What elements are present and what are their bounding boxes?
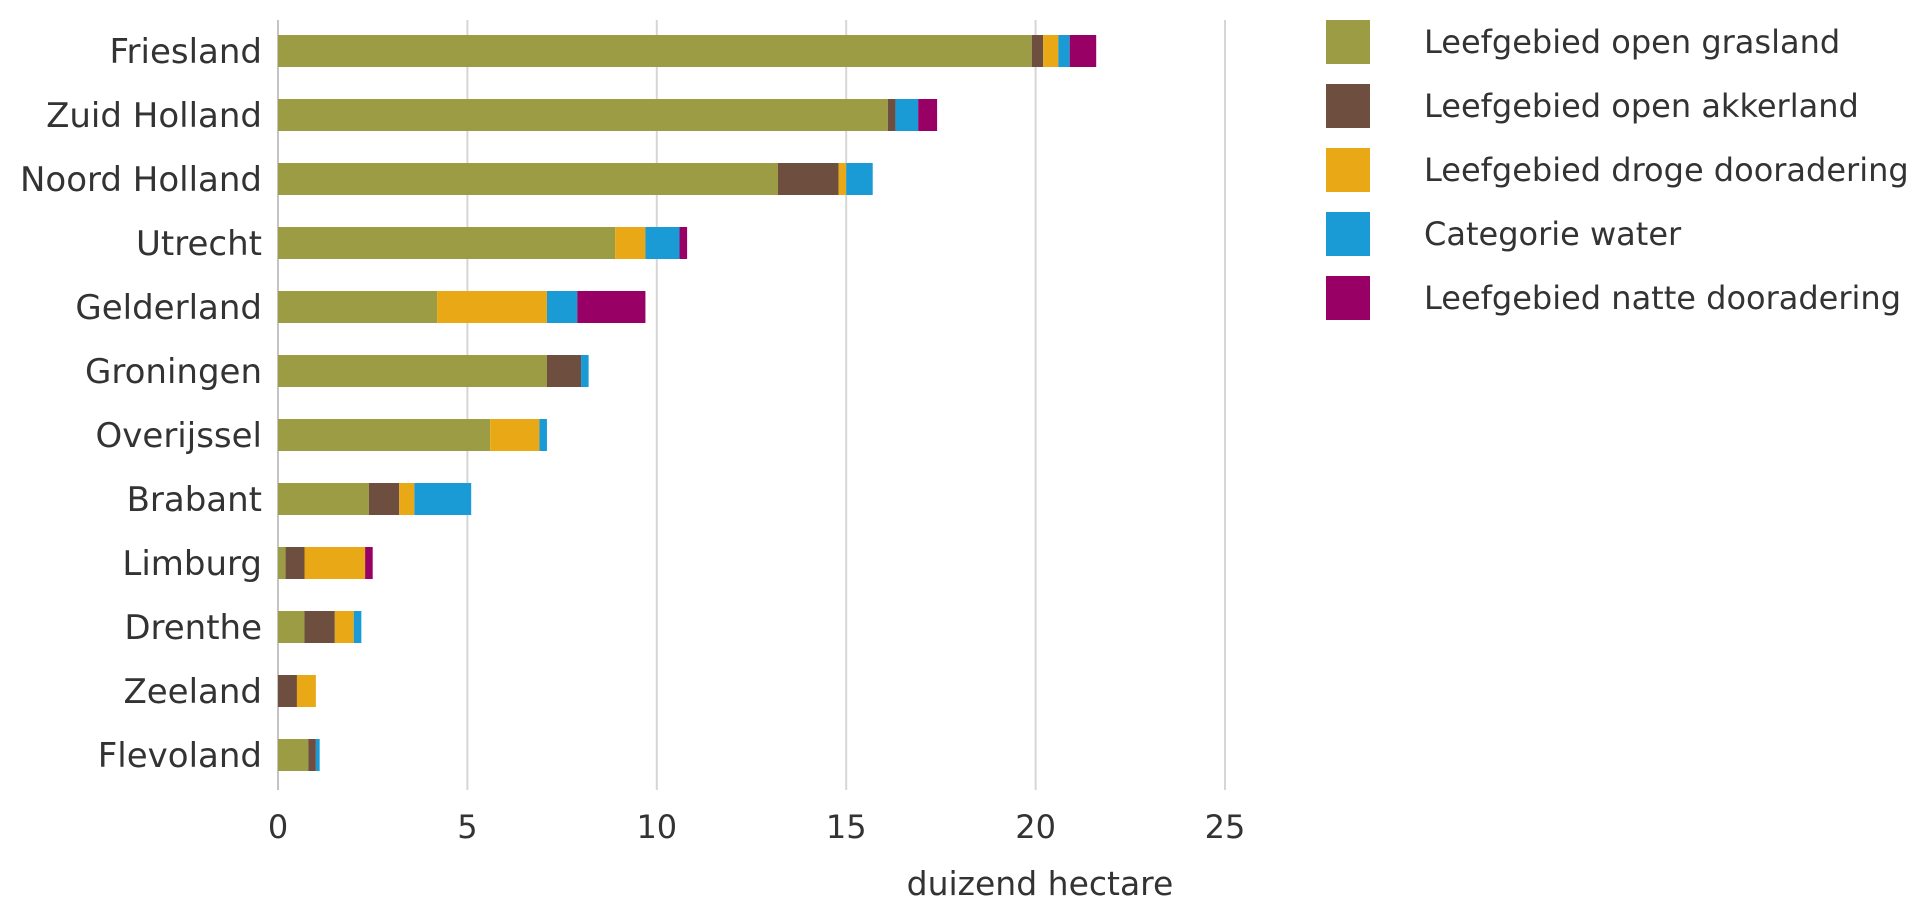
x-tick-label-1: 5: [457, 808, 477, 846]
legend-swatch-3: [1326, 212, 1370, 256]
bar-segment-8-1: [285, 547, 305, 579]
x-tick-label-2: 10: [636, 808, 677, 846]
bar-segment-2-0: [278, 163, 779, 195]
category-label-3: Utrecht: [136, 224, 262, 264]
category-label-11: Flevoland: [98, 736, 262, 776]
bar-segment-3-4: [679, 227, 688, 259]
legend-swatch-2: [1326, 148, 1370, 192]
bar-segment-7-3: [414, 483, 472, 515]
legend-swatch-1: [1326, 84, 1370, 128]
bar-segment-10-2: [296, 675, 316, 707]
legend-swatch-4: [1326, 276, 1370, 320]
legend-label-0: Leefgebied open grasland: [1424, 23, 1840, 61]
bar-segment-8-0: [278, 547, 286, 579]
category-label-0: Friesland: [109, 32, 262, 72]
bar-segment-0-2: [1043, 35, 1059, 67]
legend-label-2: Leefgebied droge dooradering: [1424, 151, 1909, 189]
bar-segment-1-3: [895, 99, 919, 131]
bar-segment-0-0: [278, 35, 1032, 67]
bar-segment-6-0: [278, 419, 491, 451]
x-tick-label-4: 20: [1015, 808, 1056, 846]
bar-segment-6-3: [539, 419, 547, 451]
bar-segment-11-1: [308, 739, 316, 771]
x-tick-label-3: 15: [826, 808, 867, 846]
category-label-4: Gelderland: [75, 288, 262, 328]
category-label-8: Limburg: [122, 544, 262, 584]
category-labels: Friesland Zuid Holland Noord Holland Utrech…: [20, 32, 262, 776]
bar-segment-5-0: [278, 355, 547, 387]
category-label-10: Zeeland: [123, 672, 262, 712]
gridlines: [277, 20, 1226, 790]
bar-segment-5-1: [546, 355, 582, 387]
bar-segment-9-3: [353, 611, 362, 643]
bar-segment-7-0: [278, 483, 369, 515]
category-label-5: Groningen: [85, 352, 262, 392]
bar-segment-8-2: [304, 547, 366, 579]
bar-segment-9-2: [334, 611, 354, 643]
bar-segment-10-1: [278, 675, 297, 707]
bar-segment-4-3: [546, 291, 578, 323]
category-label-7: Brabant: [127, 480, 262, 520]
x-tick-label-5: 25: [1205, 808, 1246, 846]
category-label-2: Noord Holland: [20, 160, 262, 200]
bar-segment-2-1: [778, 163, 839, 195]
bar-segment-0-4: [1069, 35, 1097, 67]
legend-label-3: Categorie water: [1424, 215, 1682, 253]
legend-swatch-0: [1326, 20, 1370, 64]
bar-segment-1-4: [918, 99, 938, 131]
bar-segment-3-3: [645, 227, 680, 259]
bar-segment-1-0: [278, 99, 888, 131]
bar-segment-4-0: [278, 291, 438, 323]
bar-segment-7-1: [368, 483, 400, 515]
bars: [278, 35, 1097, 771]
bar-segment-9-1: [304, 611, 335, 643]
category-label-1: Zuid Holland: [46, 96, 262, 136]
legend-label-1: Leefgebied open akkerland: [1424, 87, 1859, 125]
bar-segment-11-0: [278, 739, 309, 771]
bar-segment-3-0: [278, 227, 616, 259]
category-label-6: Overijssel: [96, 416, 262, 456]
bar-segment-4-2: [437, 291, 547, 323]
bar-segment-1-1: [887, 99, 896, 131]
bar-segment-11-3: [315, 739, 320, 771]
bar-segment-0-1: [1031, 35, 1044, 67]
category-label-9: Drenthe: [124, 608, 262, 648]
bar-segment-2-3: [846, 163, 873, 195]
x-axis-title: duizend hectare: [907, 864, 1174, 903]
legend-label-4: Leefgebied natte dooradering: [1424, 279, 1901, 317]
bar-segment-5-3: [581, 355, 589, 387]
bar-segment-7-2: [399, 483, 415, 515]
bar-segment-0-3: [1058, 35, 1070, 67]
bar-segment-4-4: [577, 291, 646, 323]
x-axis-ticks: 0 5 10 15 20 25: [268, 808, 1246, 846]
bar-segment-8-4: [365, 547, 373, 579]
legend: Leefgebied open grasland Leefgebied open …: [1326, 20, 1909, 320]
x-tick-label-0: 0: [268, 808, 288, 846]
bar-segment-3-2: [615, 227, 646, 259]
bar-segment-6-2: [490, 419, 540, 451]
bar-segment-9-0: [278, 611, 305, 643]
bar-segment-2-2: [838, 163, 847, 195]
